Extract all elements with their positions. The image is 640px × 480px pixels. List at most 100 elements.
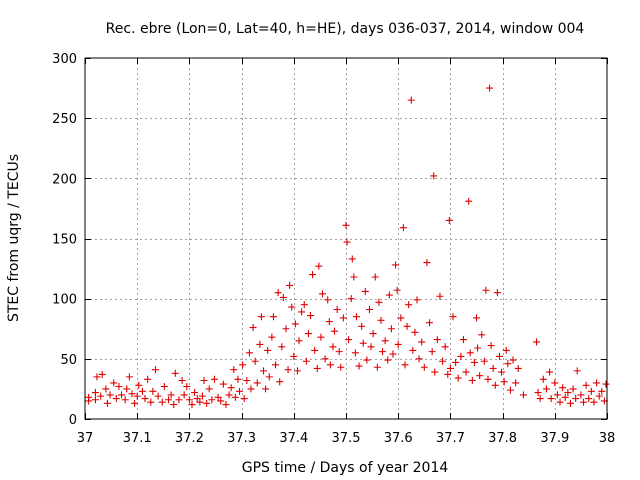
data-point	[247, 385, 255, 393]
data-point	[227, 384, 235, 392]
data-point	[373, 363, 381, 371]
data-point	[147, 398, 155, 406]
data-point	[394, 340, 402, 348]
data-point	[466, 349, 474, 357]
data-point	[265, 373, 273, 381]
y-tick-label: 150	[52, 233, 77, 248]
data-point	[260, 367, 268, 375]
data-point	[495, 352, 503, 360]
data-point	[178, 376, 186, 384]
x-tick-label: 37	[77, 431, 94, 446]
data-point	[352, 313, 360, 321]
data-point	[509, 356, 517, 364]
data-point	[160, 383, 168, 391]
data-point	[115, 383, 123, 391]
x-tick-label: 37.2	[175, 431, 204, 446]
data-point	[98, 370, 106, 378]
data-point	[121, 396, 129, 404]
data-point	[413, 296, 421, 304]
data-point	[590, 398, 598, 406]
data-point	[506, 386, 514, 394]
data-point	[180, 391, 188, 399]
data-point	[598, 387, 606, 395]
x-tick-label: 37.7	[436, 431, 465, 446]
data-point	[487, 342, 495, 350]
data-point	[112, 395, 120, 403]
x-tick-label: 37.4	[279, 431, 308, 446]
data-point	[385, 291, 393, 299]
data-point	[415, 355, 423, 363]
data-point	[572, 395, 580, 403]
data-point	[333, 305, 341, 313]
data-point	[102, 385, 110, 393]
data-point	[409, 346, 417, 354]
data-point	[85, 393, 93, 401]
data-point	[595, 392, 603, 400]
data-point	[431, 368, 439, 376]
data-point	[441, 343, 449, 351]
data-point	[321, 355, 329, 363]
data-point	[439, 357, 447, 365]
data-point	[118, 391, 126, 399]
data-point	[542, 385, 550, 393]
data-point	[553, 391, 561, 399]
data-point	[315, 262, 323, 270]
data-point	[325, 318, 333, 326]
data-point	[185, 396, 193, 404]
data-point	[293, 367, 301, 375]
x-tick-label: 37.3	[227, 431, 256, 446]
data-point	[462, 368, 470, 376]
data-point	[110, 379, 118, 387]
data-point	[602, 380, 610, 388]
data-point	[559, 384, 567, 392]
data-point	[519, 391, 527, 399]
data-point	[272, 361, 280, 369]
data-point	[309, 271, 317, 279]
chart-title: Rec. ebre (Lon=0, Lat=40, h=HE), days 03…	[106, 21, 585, 37]
data-point	[587, 387, 595, 395]
data-point	[482, 286, 490, 294]
data-point	[365, 305, 373, 313]
data-point	[444, 370, 452, 378]
data-point	[345, 336, 353, 344]
data-point	[486, 84, 494, 92]
y-axis-label: STEC from uqrg / TECUs	[6, 154, 22, 322]
data-point	[268, 333, 276, 341]
data-point	[158, 398, 166, 406]
data-point	[240, 395, 248, 403]
data-point	[411, 328, 419, 336]
data-point	[478, 331, 486, 339]
data-point	[403, 322, 411, 330]
data-point	[329, 343, 337, 351]
data-point	[256, 340, 264, 348]
y-tick-label: 200	[52, 172, 77, 187]
data-point	[279, 293, 287, 301]
data-point	[569, 385, 577, 393]
data-point	[452, 358, 460, 366]
data-point	[493, 289, 501, 297]
data-point	[262, 385, 270, 393]
data-point	[430, 172, 438, 180]
data-point	[326, 361, 334, 369]
data-point	[363, 356, 371, 364]
data-point	[236, 387, 244, 395]
data-point	[151, 366, 159, 374]
data-point	[470, 358, 478, 366]
data-point	[205, 385, 213, 393]
data-point	[284, 366, 292, 374]
data-point	[436, 292, 444, 300]
data-point	[286, 281, 294, 289]
data-point	[498, 368, 506, 376]
plot-frame	[84, 57, 608, 420]
data-point	[355, 362, 363, 370]
data-point	[133, 392, 141, 400]
data-point	[489, 364, 497, 372]
data-point	[459, 336, 467, 344]
data-point	[231, 393, 239, 401]
data-point	[449, 313, 457, 321]
data-point	[103, 399, 111, 407]
data-point	[264, 346, 272, 354]
x-tick-label: 37.9	[540, 431, 569, 446]
x-tick-label: 38	[599, 431, 616, 446]
